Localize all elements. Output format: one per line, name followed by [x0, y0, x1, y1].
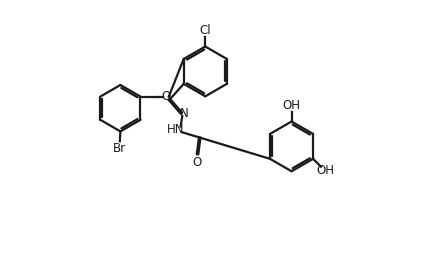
Text: HN: HN — [167, 123, 184, 136]
Text: O: O — [161, 90, 170, 103]
Text: Br: Br — [113, 142, 126, 155]
Text: OH: OH — [283, 99, 300, 112]
Text: Cl: Cl — [199, 24, 211, 37]
Text: N: N — [180, 107, 189, 120]
Text: O: O — [192, 156, 201, 169]
Text: OH: OH — [316, 164, 334, 177]
